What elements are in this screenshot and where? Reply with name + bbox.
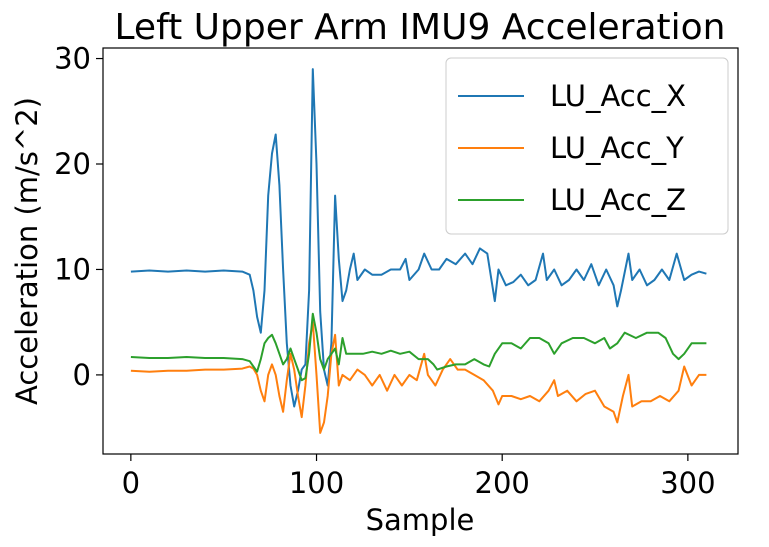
x-tick-label: 200 — [475, 466, 530, 500]
x-axis-label: Sample — [366, 503, 475, 537]
y-tick-label: 0 — [73, 358, 91, 392]
chart-title: Left Upper Arm IMU9 Acceleration — [115, 7, 726, 48]
plot-frame — [102, 47, 739, 455]
x-tick-label: 100 — [289, 466, 344, 500]
legend: LU_Acc_X LU_Acc_Y LU_Acc_Z — [445, 57, 729, 235]
legend-label: LU_Acc_X — [550, 79, 686, 113]
series-line-2 — [130, 312, 707, 382]
series-line-0 — [130, 68, 707, 408]
legend-box — [445, 57, 729, 235]
legend-label: LU_Acc_Y — [550, 131, 684, 165]
y-axis-label: Acceleration (m/s^2) — [10, 97, 44, 405]
y-tick-label: 30 — [54, 42, 91, 76]
x-tick-label: 300 — [660, 466, 715, 500]
y-tick-label: 20 — [54, 147, 91, 181]
series-line-1 — [130, 321, 707, 434]
plot-area — [130, 68, 707, 434]
y-tick-label: 10 — [54, 252, 91, 286]
x-tick-label: 0 — [122, 466, 140, 500]
legend-label: LU_Acc_Z — [550, 183, 686, 217]
axis-ticks: 0 100 200 300 0 10 20 30 — [54, 42, 715, 500]
